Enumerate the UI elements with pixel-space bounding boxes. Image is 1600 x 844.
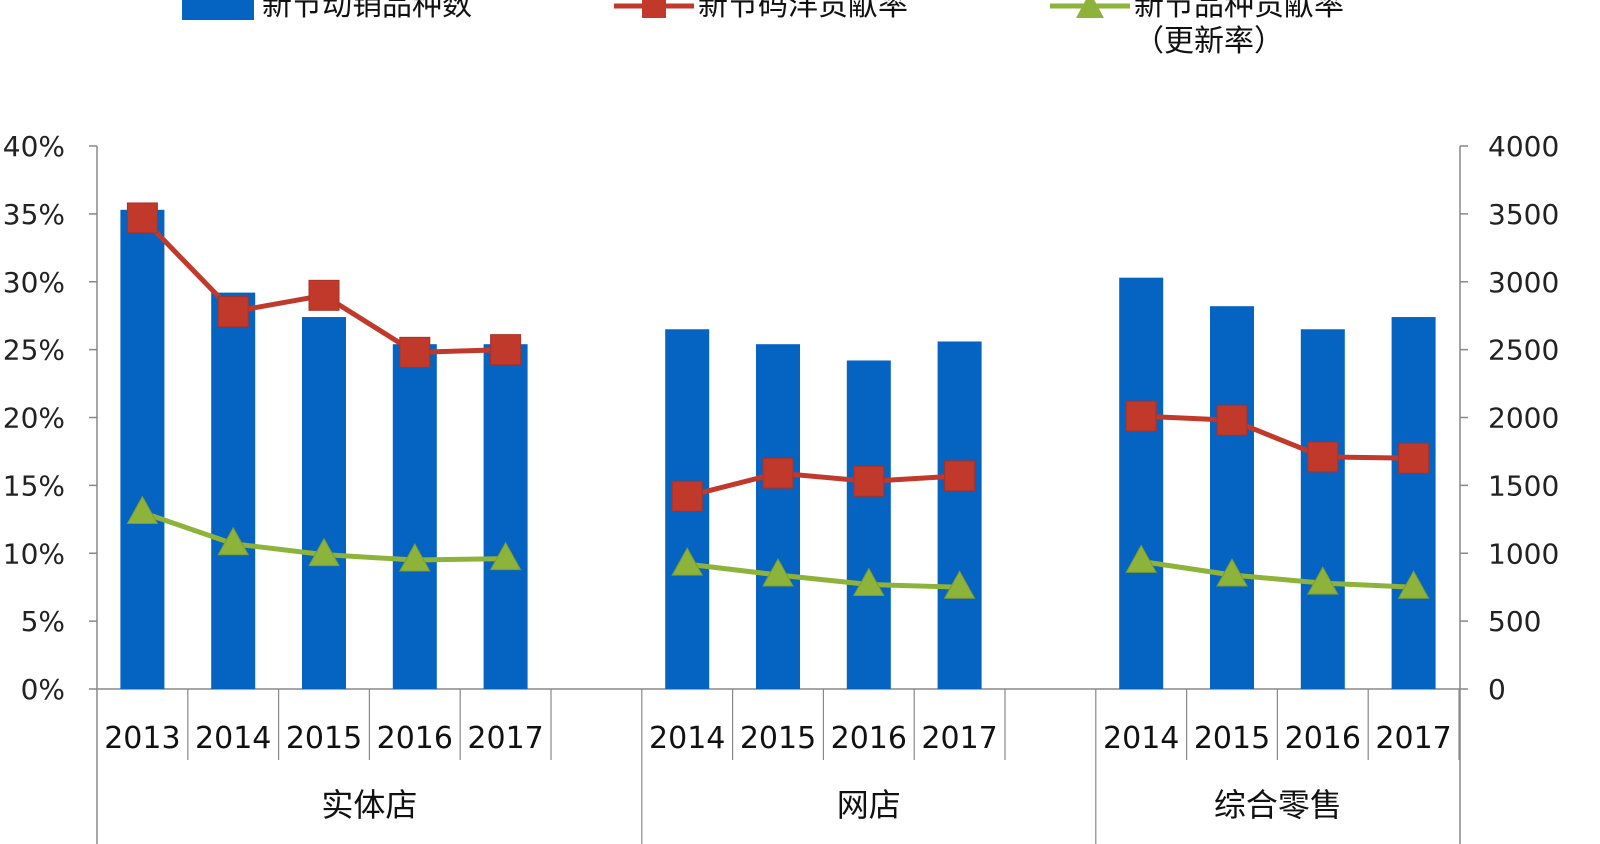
legend-label-green-sub: （更新率） [1134, 24, 1284, 59]
green-triangle-marker [1216, 557, 1248, 587]
series-line-red [686, 470, 960, 499]
category-label: 2013 [104, 721, 180, 756]
bar [120, 209, 165, 690]
category-label: 2016 [831, 721, 907, 756]
legend-green-swatch [1050, 0, 1130, 24]
bar [1210, 306, 1254, 689]
green-triangle-marker [1306, 566, 1339, 595]
legend-label-red: 新节码洋贡献率 [698, 0, 908, 23]
bar [937, 341, 982, 689]
green-triangle-marker [308, 537, 340, 567]
legend-red-swatch [614, 0, 694, 24]
category-label: 2014 [1103, 721, 1179, 756]
red-square-marker [1398, 442, 1430, 474]
right-tick-label: 4000 [1488, 130, 1559, 163]
green-triangle-marker [1125, 544, 1158, 573]
category-label: 2016 [1285, 721, 1361, 756]
left-tick-label: 5% [21, 605, 65, 638]
group-label: 网店 [837, 786, 901, 824]
green-triangle-marker [852, 567, 885, 596]
series-line-green [686, 561, 960, 590]
red-square-marker [399, 336, 431, 368]
left-tick-label: 15% [3, 469, 65, 502]
category-label: 2014 [649, 721, 725, 756]
red-square-marker [308, 279, 340, 311]
red-square-marker [1125, 400, 1157, 432]
category-label: 2017 [467, 721, 543, 756]
right-tick-label: 2500 [1488, 334, 1559, 367]
bar [846, 360, 891, 689]
red-square-marker [126, 202, 158, 234]
legend-item-red: 新节码洋贡献率 [614, 0, 908, 24]
right-tick-label: 1000 [1488, 537, 1559, 570]
group-label: 综合零售 [1214, 786, 1342, 824]
green-triangle-marker [1397, 570, 1430, 599]
left-tick-label: 0% [21, 673, 65, 706]
red-square-marker [762, 457, 794, 489]
right-tick-label: 3000 [1488, 266, 1559, 299]
right-tick-label: 2000 [1488, 402, 1559, 435]
bar [211, 292, 256, 689]
right-tick-label: 0 [1488, 673, 1506, 706]
green-triangle-marker [126, 495, 159, 525]
bar [756, 344, 800, 689]
bar [483, 344, 528, 689]
legend-label-green: 新节品种贡献率 [1134, 0, 1344, 23]
series-line-red [1141, 413, 1414, 461]
bar [1300, 329, 1345, 689]
series-line-green [1140, 558, 1414, 590]
red-square-marker [490, 334, 522, 366]
left-tick-label: 35% [3, 198, 65, 231]
green-triangle-marker [398, 543, 431, 572]
green-triangle-marker [217, 526, 250, 556]
red-square-marker [853, 465, 885, 497]
left-tick-label: 40% [3, 130, 65, 163]
category-label: 2016 [377, 721, 453, 756]
left-tick-label: 30% [3, 266, 65, 299]
green-triangle-marker [671, 547, 704, 576]
category-label: 2014 [195, 721, 271, 756]
group-label: 实体店 [321, 786, 417, 824]
bar [1391, 317, 1436, 689]
category-label: 2015 [740, 721, 816, 756]
category-label: 2015 [1194, 721, 1270, 756]
category-label: 2017 [921, 721, 997, 756]
red-square-marker [217, 296, 249, 328]
legend: 新节动销品种数 新节码洋贡献率 新节品种贡献率 （更新率） [0, 0, 1600, 68]
legend-item-green: 新节品种贡献率 （更新率） [1050, 0, 1344, 60]
bar [392, 344, 437, 689]
bar [1119, 277, 1164, 689]
red-square-marker [671, 480, 703, 512]
right-tick-label: 3500 [1488, 198, 1559, 231]
red-square-marker [1307, 441, 1339, 473]
category-label: 2015 [286, 721, 362, 756]
green-triangle-marker [762, 557, 794, 587]
left-tick-label: 25% [3, 334, 65, 367]
category-label: 2017 [1375, 721, 1451, 756]
red-square-marker [944, 460, 976, 492]
right-tick-label: 1500 [1488, 469, 1559, 502]
legend-bar-swatch [182, 0, 254, 20]
bar [302, 317, 346, 689]
left-tick-label: 10% [3, 537, 65, 570]
right-tick-label: 500 [1488, 605, 1541, 638]
red-square-marker [1216, 404, 1248, 436]
legend-item-bars: 新节动销品种数 [182, 0, 472, 24]
legend-label-bars: 新节动销品种数 [262, 0, 472, 23]
green-triangle-marker [943, 570, 976, 599]
left-tick-label: 20% [3, 402, 65, 435]
green-triangle-marker [489, 541, 522, 571]
